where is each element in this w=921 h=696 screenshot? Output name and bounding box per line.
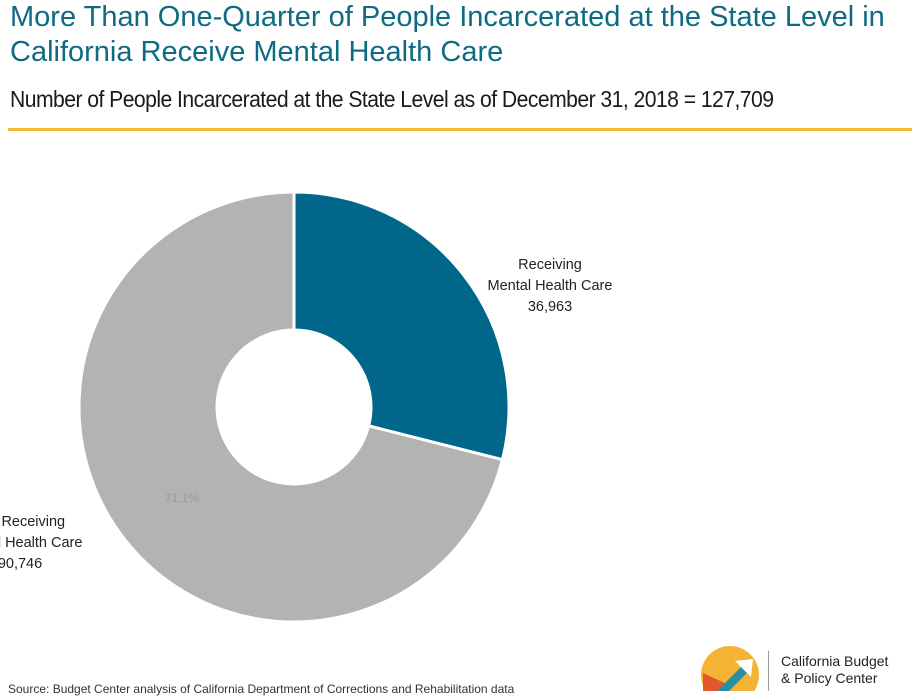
slice-not-receiving — [77, 190, 505, 624]
slice-label-receiving-line2: Mental Health Care — [487, 278, 613, 294]
slice-label-not-receiving: Not Receiving Mental Health Care 90,746 — [0, 512, 120, 575]
logo-divider — [768, 651, 769, 691]
slice-label-receiving-line1: Receiving — [518, 257, 582, 273]
source-note: Source: Budget Center analysis of Califo… — [8, 682, 515, 696]
org-name-line1: California Budget — [781, 653, 889, 669]
slice-value-not-receiving: 90,746 — [0, 556, 43, 572]
org-logo: California Budget & Policy Center — [699, 645, 921, 691]
title-divider — [8, 128, 912, 131]
slice-receiving — [292, 190, 511, 462]
chart-title: More Than One-Quarter of People Incarcer… — [10, 1, 885, 68]
slice-percent-faint: 71.1% — [165, 491, 200, 505]
slice-label-receiving: Receiving Mental Health Care 36,963 — [470, 255, 630, 318]
org-name: California Budget & Policy Center — [781, 653, 888, 687]
org-name-line2: & Policy Center — [781, 670, 878, 686]
slice-value-receiving: 36,963 — [527, 299, 573, 315]
logo-mark-icon — [701, 646, 759, 691]
slice-label-not-receiving-line1: Not Receiving — [0, 514, 66, 530]
slice-label-not-receiving-line2: Mental Health Care — [0, 535, 83, 551]
chart-subtitle: Number of People Incarcerated at the Sta… — [10, 86, 774, 112]
